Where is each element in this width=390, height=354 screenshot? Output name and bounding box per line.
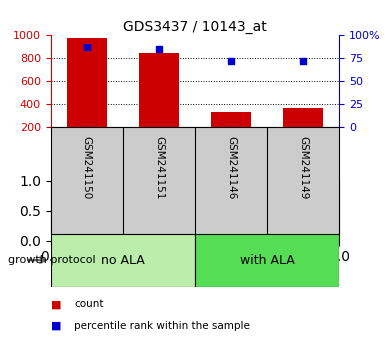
Bar (284, 108, 323, 127)
Text: GSM241150: GSM241150 (82, 136, 92, 199)
Text: no ALA: no ALA (101, 254, 145, 267)
Bar (211, 113, 251, 127)
Text: ■: ■ (51, 321, 61, 331)
Bar (195, 234, 339, 287)
Text: GSM241149: GSM241149 (298, 136, 308, 199)
Text: GSM241146: GSM241146 (226, 136, 236, 199)
Title: GDS3437 / 10143_at: GDS3437 / 10143_at (123, 21, 267, 34)
Text: count: count (74, 299, 104, 309)
Text: percentile rank within the sample: percentile rank within the sample (74, 321, 250, 331)
Text: growth protocol: growth protocol (8, 255, 96, 265)
Bar (67, 38, 106, 127)
Bar (51, 234, 195, 287)
Text: with ALA: with ALA (240, 254, 294, 267)
Text: GSM241151: GSM241151 (154, 136, 164, 199)
Text: ■: ■ (51, 299, 61, 309)
Bar (139, 53, 179, 127)
